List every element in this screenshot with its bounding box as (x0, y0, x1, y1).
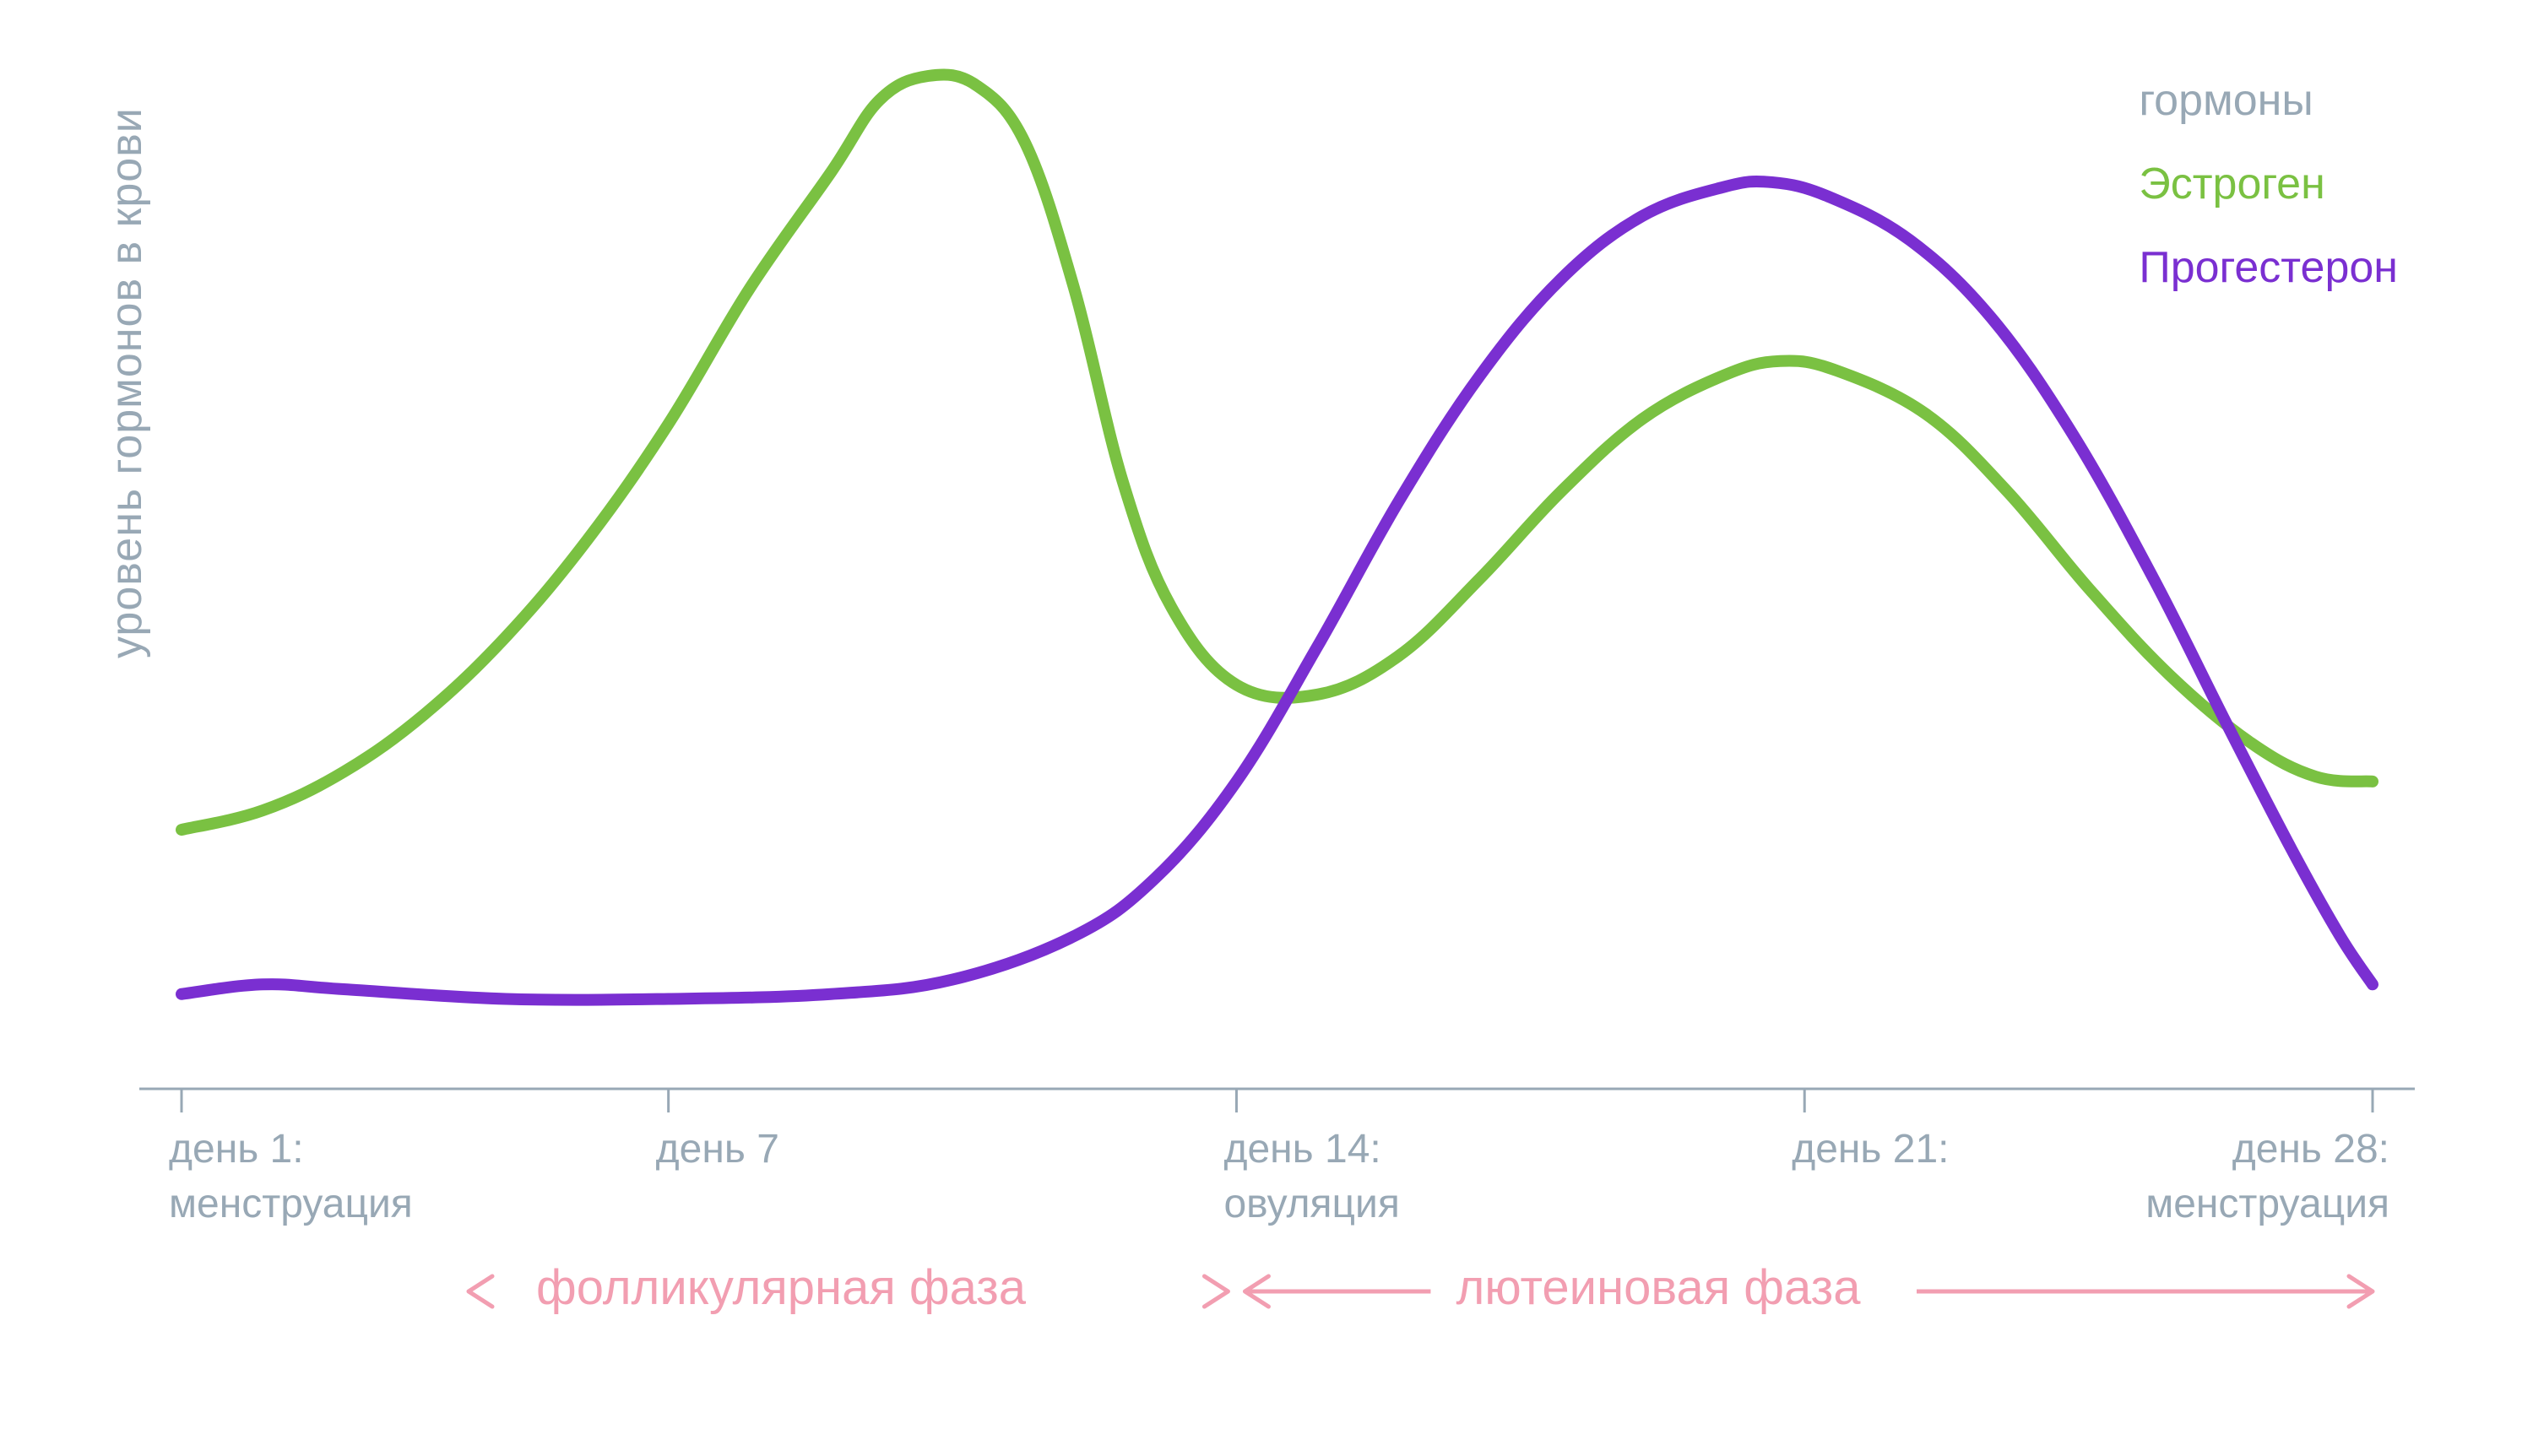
legend-title: гормоны (2139, 59, 2398, 143)
y-axis-label: уровень гормонов в крови (101, 107, 152, 658)
arrow-left-icon (469, 1276, 492, 1307)
legend: гормоны Эстроген Прогестерон (2139, 59, 2398, 309)
phase-label-follicular: фолликулярная фаза (536, 1259, 1026, 1316)
x-tick-label-day21: день 21: (1792, 1123, 1949, 1177)
legend-item-progesterone: Прогестерон (2139, 226, 2398, 310)
x-tick-label-day7: день 7 (656, 1123, 779, 1177)
x-tick-label-day14: день 14: овуляция (1223, 1123, 1399, 1232)
series-progesterone (182, 181, 2373, 1000)
legend-item-estrogen: Эстроген (2139, 143, 2398, 226)
arrow-right-icon (1204, 1276, 1228, 1307)
x-tick-label-day1: день 1: менструация (169, 1123, 413, 1232)
x-tick-label-day28: день 28: менструация (2136, 1123, 2389, 1232)
phase-label-luteal: лютеиновая фаза (1456, 1259, 1860, 1316)
